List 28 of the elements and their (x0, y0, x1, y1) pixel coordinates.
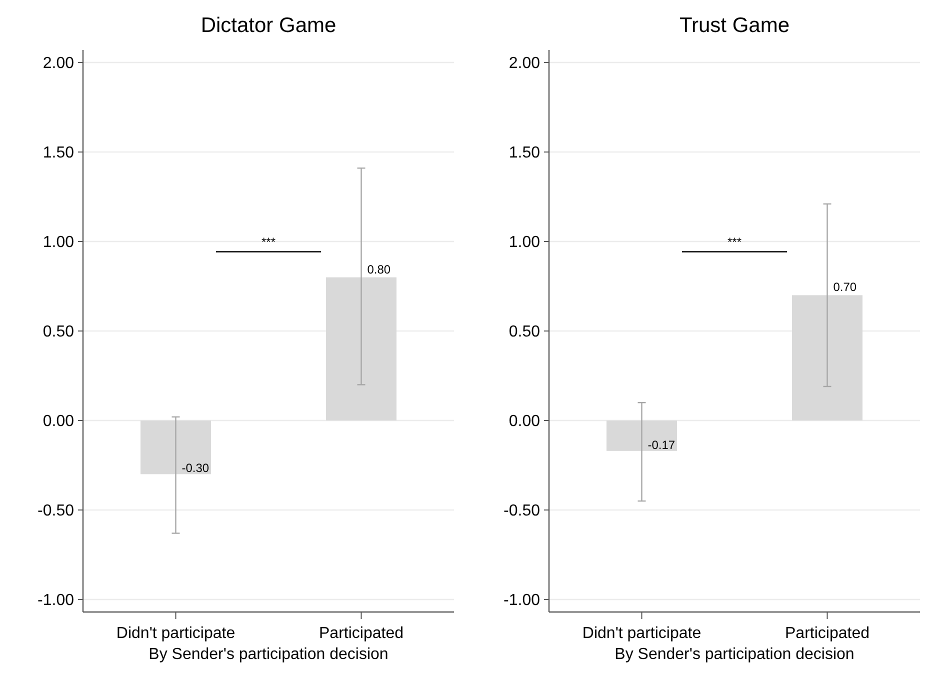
y-tick-label: -0.50 (38, 502, 74, 520)
x-axis-title: By Sender's participation decision (148, 646, 388, 663)
chart-title: Trust Game (679, 14, 790, 37)
y-tick-label: 0.00 (42, 413, 74, 430)
data-label: -0.17 (648, 438, 676, 452)
x-axis-title: By Sender's participation decision (614, 646, 854, 663)
y-tick-label: 0.50 (508, 324, 540, 341)
y-tick-label: 1.00 (42, 234, 74, 252)
data-label: 0.70 (833, 280, 857, 294)
y-tick-label: 1.50 (42, 144, 74, 162)
y-tick-label: 1.50 (508, 144, 540, 162)
y-tick-label: 0.50 (42, 324, 74, 341)
x-tick-label: Didn't participate (582, 625, 702, 642)
annotation: *** (261, 234, 276, 249)
chart-title: Dictator Game (200, 14, 336, 37)
x-tick-label: Didn't participate (116, 625, 236, 642)
annotation: *** (727, 234, 742, 249)
y-tick-label: -0.50 (504, 502, 540, 520)
y-tick-label: 2.00 (508, 55, 540, 72)
y-tick-label: 2.00 (42, 55, 74, 72)
y-tick-label: -1.00 (504, 592, 540, 610)
y-tick-label: -1.00 (38, 592, 74, 610)
y-tick-label: 0.00 (508, 413, 540, 430)
y-tick-label: 1.00 (508, 234, 540, 252)
data-label: -0.30 (182, 461, 210, 476)
x-tick-label: Participated (319, 625, 404, 642)
data-label: 0.80 (367, 262, 391, 276)
x-tick-label: Participated (785, 625, 870, 642)
